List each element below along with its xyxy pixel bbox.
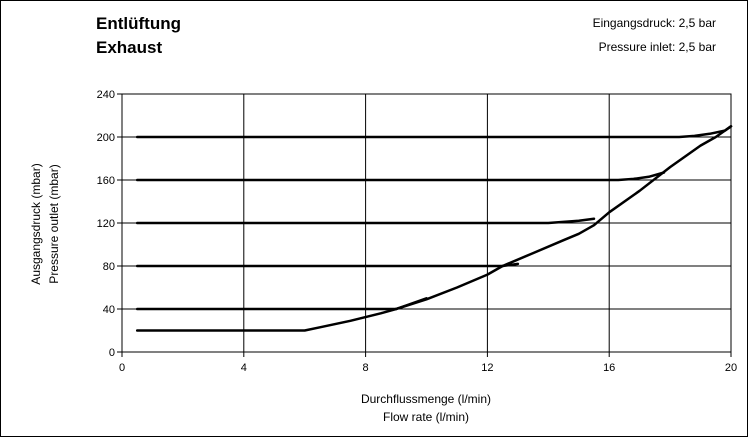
y-axis-label: Ausgangsdruck (mbar) <box>29 163 43 284</box>
series-line <box>135 171 666 182</box>
chart-title: Entlüftung <box>96 14 181 33</box>
x-tick-label: 8 <box>363 362 369 374</box>
series-line <box>394 262 520 311</box>
x-tick-label: 20 <box>725 362 737 374</box>
y-tick-label: 160 <box>97 175 115 187</box>
y-tick-label: 200 <box>97 132 115 144</box>
series-line <box>501 125 733 268</box>
y-tick-label: 120 <box>97 218 115 230</box>
x-tick-label: 16 <box>603 362 615 374</box>
annotation-inlet-en: Pressure inlet: 2,5 bar <box>599 40 716 54</box>
x-tick-label: 0 <box>119 362 125 374</box>
x-tick-label: 12 <box>481 362 493 374</box>
y-tick-label: 40 <box>103 304 115 316</box>
y-tick-label: 240 <box>97 89 115 101</box>
y-tick-label: 0 <box>109 347 115 359</box>
series-line <box>135 297 428 332</box>
y-tick-label: 80 <box>103 261 115 273</box>
series-line <box>135 217 596 225</box>
y-axis-label-en: Pressure outlet (mbar) <box>47 164 61 283</box>
series-layer <box>135 125 733 332</box>
annotation-inlet-de: Eingangsdruck: 2,5 bar <box>593 16 716 30</box>
x-axis-label: Durchflussmenge (l/min) <box>361 392 491 406</box>
x-axis-label-en: Flow rate (l/min) <box>383 410 469 424</box>
series-line <box>135 125 733 139</box>
chart-subtitle: Exhaust <box>96 38 162 57</box>
x-tick-label: 4 <box>241 362 247 374</box>
